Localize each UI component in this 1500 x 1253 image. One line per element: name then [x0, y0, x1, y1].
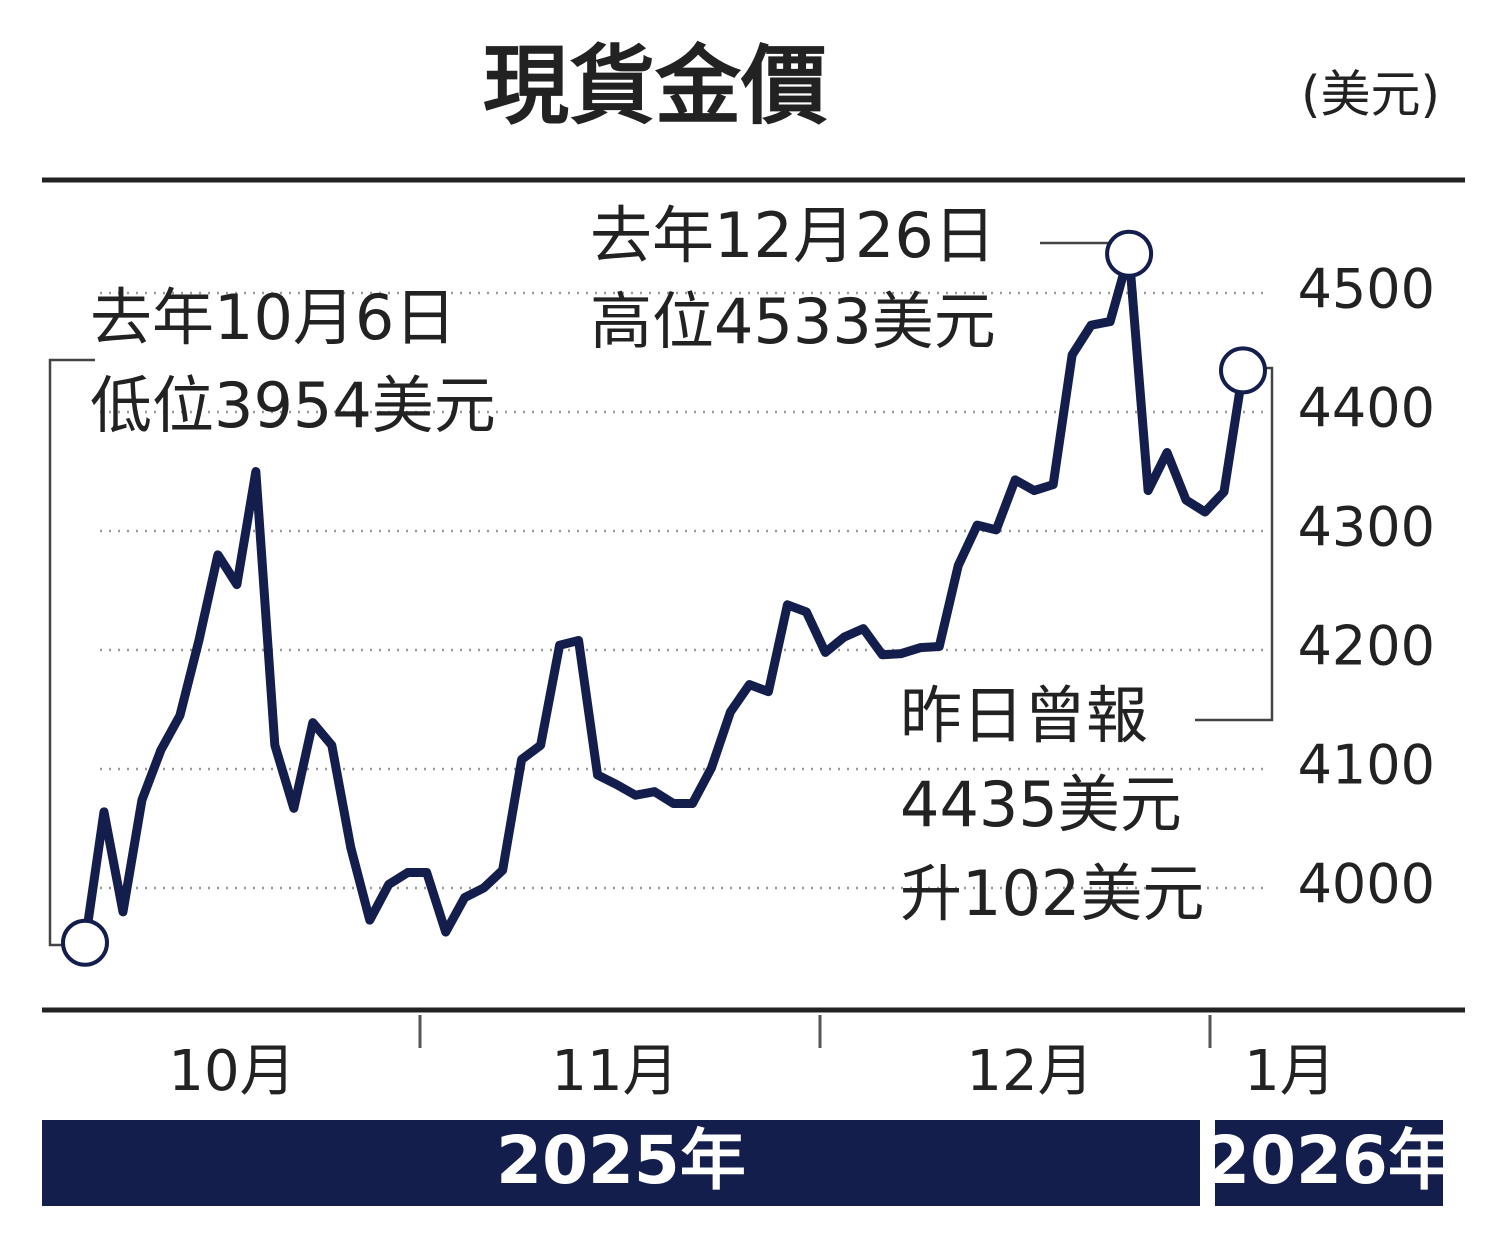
annotation-text: 昨日曾報 — [900, 679, 1148, 752]
leader-line — [48, 358, 95, 947]
year-bar — [42, 1120, 1200, 1206]
x-tick-label: 12月 — [966, 1039, 1093, 1104]
price-line — [80, 249, 1248, 944]
annotation-text: 去年12月26日 — [590, 199, 996, 272]
year-label: 2025年 — [496, 1122, 746, 1199]
chart-title: 現貨金價 — [483, 36, 827, 136]
highlight-marker — [1219, 346, 1267, 395]
annotation-text: 高位4533美元 — [590, 285, 996, 358]
y-tick-label: 4000 — [1298, 853, 1435, 916]
x-tick-label: 11月 — [551, 1039, 678, 1104]
annotation-leaders — [48, 241, 1274, 947]
annotation-text: 升102美元 — [900, 857, 1204, 930]
y-tick-label: 4500 — [1298, 258, 1435, 321]
annotation-text: 去年10月6日 — [90, 281, 456, 354]
y-tick-label: 4400 — [1298, 377, 1435, 440]
y-tick-label: 4100 — [1298, 734, 1435, 797]
month-dividers — [418, 1015, 1212, 1048]
annotation-text: 4435美元 — [900, 768, 1182, 841]
highlight-marker — [61, 918, 109, 967]
annotation-text: 低位3954美元 — [90, 369, 496, 442]
year-label: 2026年 — [1204, 1122, 1454, 1199]
highlight-marker — [1105, 229, 1154, 278]
x-tick-label: 10月 — [168, 1039, 295, 1104]
year-bar — [1215, 1120, 1443, 1206]
y-tick-label: 4300 — [1298, 496, 1435, 559]
unit-label: (美元) — [1301, 66, 1440, 124]
x-tick-label: 1月 — [1244, 1039, 1336, 1104]
y-tick-label: 4200 — [1298, 615, 1435, 678]
leader-line — [1195, 366, 1274, 722]
